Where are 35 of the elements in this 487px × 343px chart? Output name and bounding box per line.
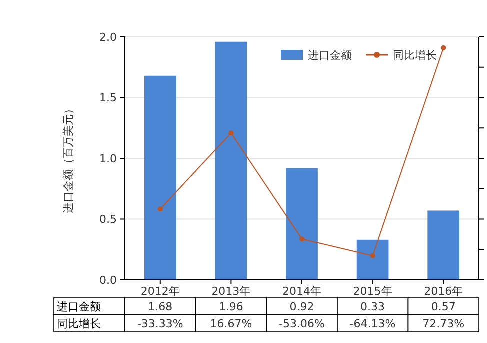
y-tick-label: 1.5 — [100, 92, 117, 105]
legend-label: 进口金额 — [308, 48, 352, 62]
y-tick-label: 0.0 — [100, 274, 117, 287]
data-label: 16.67% — [210, 317, 252, 330]
x-tick-label: 2014年 — [282, 285, 322, 298]
data-label: -64.13% — [350, 317, 396, 330]
point — [228, 130, 234, 136]
y-tick-label: 0.5 — [100, 213, 117, 226]
point — [441, 46, 446, 51]
x-tick-label: 2016年 — [424, 285, 464, 298]
data-label: 1.68 — [148, 300, 173, 314]
text: 进口金额 — [57, 300, 101, 314]
point — [158, 206, 163, 212]
data-label: -53.06% — [279, 317, 325, 330]
y-tick-label: 2.0 — [100, 30, 117, 44]
data-label: -33.33% — [137, 317, 184, 330]
point — [300, 236, 304, 242]
point — [370, 253, 376, 258]
data-label: 72.73% — [422, 317, 465, 330]
data-label: 1.96 — [218, 300, 244, 314]
bar — [144, 76, 176, 280]
data-label: 0.57 — [431, 300, 456, 314]
bar — [428, 210, 460, 280]
text: 同比增长 — [57, 317, 101, 330]
x-tick-label: 2015年 — [353, 285, 392, 298]
data-label: 0.92 — [290, 300, 314, 314]
x-tick-label: 2012年 — [140, 285, 180, 298]
x-tick-label: 2013年 — [212, 285, 251, 298]
bar — [356, 240, 389, 280]
legend-label: 同比增长 — [393, 48, 437, 62]
bar — [215, 42, 248, 280]
y-axis-title: 进口金额（百万美元） — [62, 104, 75, 214]
data-label: 0.33 — [360, 300, 386, 314]
bar — [286, 168, 318, 280]
y-tick-label: 1.0 — [100, 152, 117, 166]
